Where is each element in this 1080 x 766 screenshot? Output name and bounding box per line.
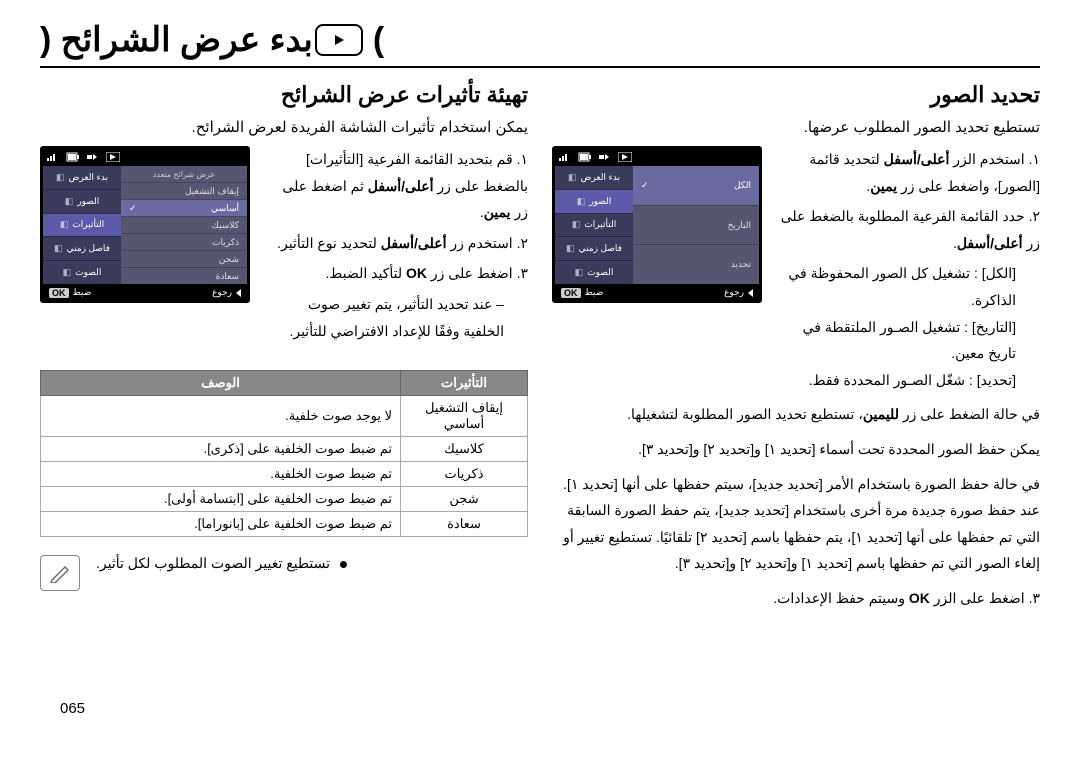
th-effect: التأثيرات — [401, 371, 528, 396]
desc-cell: تم ضبط صوت الخلفية على [ذكرى]. — [41, 437, 401, 462]
note-block: تستطيع تغيير الصوت المطلوب لكل تأثير. — [40, 555, 528, 591]
definition-item: [تحديد] : شغّل الصـور المحددة فقط. — [778, 367, 1040, 394]
title-close: ) — [373, 21, 384, 60]
page-title: ) بدء عرض الشرائح ( — [40, 20, 1040, 68]
menu-panel-item: كلاسيك — [121, 217, 247, 234]
menu-strip-item: فاصل زمني ◧ — [43, 237, 121, 261]
menu-panel-header: عرض شرائح متعدد — [121, 166, 247, 183]
heading-select-images: تحديد الصور — [552, 82, 1040, 108]
definition-item: [الكل] : تشغيل كل الصور المحفوظة في الذا… — [778, 260, 1040, 313]
note-text: تستطيع تغيير الصوت المطلوب لكل تأثير. — [96, 555, 347, 572]
menu-strip-item: التأثيرات ◧ — [555, 214, 633, 238]
effect-cell: شجن — [401, 487, 528, 512]
page-number: 065 — [60, 700, 85, 717]
effect-cell: سعادة — [401, 512, 528, 537]
menu-panel-item: سعادة — [121, 268, 247, 284]
para1: يمكن حفظ الصور المحددة تحت أسماء [تحديد … — [552, 436, 1040, 463]
note-text-span: تستطيع تغيير الصوت المطلوب لكل تأثير. — [96, 555, 330, 571]
desc-cell: تم ضبط صوت الخلفية على [بانوراما]. — [41, 512, 401, 537]
definitions: [الكل] : تشغيل كل الصور المحفوظة في الذا… — [778, 260, 1040, 393]
lead-select-images: تستطيع تحديد الصور المطلوب عرضها. — [552, 118, 1040, 136]
menu-strip-item: بدء العرض ◧ — [555, 166, 633, 190]
menu-panel-item: إيقاف التشغيل — [121, 183, 247, 200]
effects-table: التأثيرات الوصف إيقاف التشغيلأساسيلا يوج… — [40, 370, 528, 537]
lead-effects: يمكن استخدام تأثيرات الشاشة الفريدة لعرض… — [40, 118, 528, 136]
title-text: بدء عرض الشرائح ( — [40, 20, 313, 60]
desc-cell: تم ضبط صوت الخلفية. — [41, 462, 401, 487]
menu-panel-item: أساسي✓ — [121, 200, 247, 217]
menu-panel-item: شجن — [121, 251, 247, 268]
effect-cell: كلاسيك — [401, 437, 528, 462]
step-item: ١. قم بتحديد القائمة الفرعية [التأثيرات]… — [266, 146, 528, 226]
menu-strip-item: فاصل زمني ◧ — [555, 237, 633, 261]
menu-strip-item: الصور ◧ — [555, 190, 633, 214]
column-effects: تهيئة تأثيرات عرض الشرائح يمكن استخدام ت… — [40, 82, 528, 612]
step-item: ٣. اضغط على زر OK لتأكيد الضبط. — [266, 260, 528, 287]
pencil-note-icon — [40, 555, 80, 591]
definition-item: [التاريخ] : تشغيل الصـور الملتقطة في تار… — [778, 314, 1040, 367]
menu-strip-item: الصوت ◧ — [555, 261, 633, 284]
effect-cell: ذكريات — [401, 462, 528, 487]
playback-icon — [315, 24, 363, 56]
menu-strip-item: الصوت ◧ — [43, 261, 121, 284]
camera-menu-screenshot-effects: عرض شرائح متعددإيقاف التشغيلأساسي✓كلاسيك… — [40, 146, 250, 303]
menu-strip-item: الصور ◧ — [43, 190, 121, 214]
menu-strip-item: التأثيرات ◧ — [43, 214, 121, 238]
desc-cell: تم ضبط صوت الخلفية على [ابتسامة أولى]. — [41, 487, 401, 512]
step-item: ٢. حدد القائمة الفرعية المطلوبة بالضغط ع… — [778, 203, 1040, 256]
para2: في حالة حفظ الصورة باستخدام الأمر [تحديد… — [552, 471, 1040, 577]
effect-cell: إيقاف التشغيلأساسي — [401, 396, 528, 437]
heading-effects: تهيئة تأثيرات عرض الشرائح — [40, 82, 528, 108]
desc-cell: لا يوجد صوت خلفية. — [41, 396, 401, 437]
post-defs: في حالة الضغط على زر لليمين، تستطيع تحدي… — [552, 401, 1040, 428]
steps-select-images: ١. استخدم الزر أعلى/أسفل لتحديد قائمة [ا… — [778, 146, 1040, 256]
camera-menu-screenshot-images: الكل✓التاريختحديد بدء العرض ◧الصور ◧التأث… — [552, 146, 762, 303]
menu-panel-item: الكل✓ — [633, 166, 759, 206]
bullet-icon — [340, 561, 347, 568]
step3: ٣. اضغط على الزر OK وسيتم حفظ الإعدادات. — [552, 585, 1040, 612]
step-item: ١. استخدم الزر أعلى/أسفل لتحديد قائمة [ا… — [778, 146, 1040, 199]
menu-strip-item: بدء العرض ◧ — [43, 166, 121, 190]
column-select-images: تحديد الصور تستطيع تحديد الصور المطلوب ع… — [552, 82, 1040, 612]
menu-panel-item: التاريخ — [633, 206, 759, 246]
menu-panel-item: تحديد — [633, 245, 759, 284]
dash-note: – عند تحديد التأثير، يتم تغيير صوت الخلف… — [266, 291, 528, 344]
th-desc: الوصف — [41, 371, 401, 396]
step-item: ٢. استخدم زر أعلى/أسفل لتحديد نوع التأثي… — [266, 230, 528, 257]
steps-effects: ١. قم بتحديد القائمة الفرعية [التأثيرات]… — [266, 146, 528, 287]
menu-panel-item: ذكريات — [121, 234, 247, 251]
